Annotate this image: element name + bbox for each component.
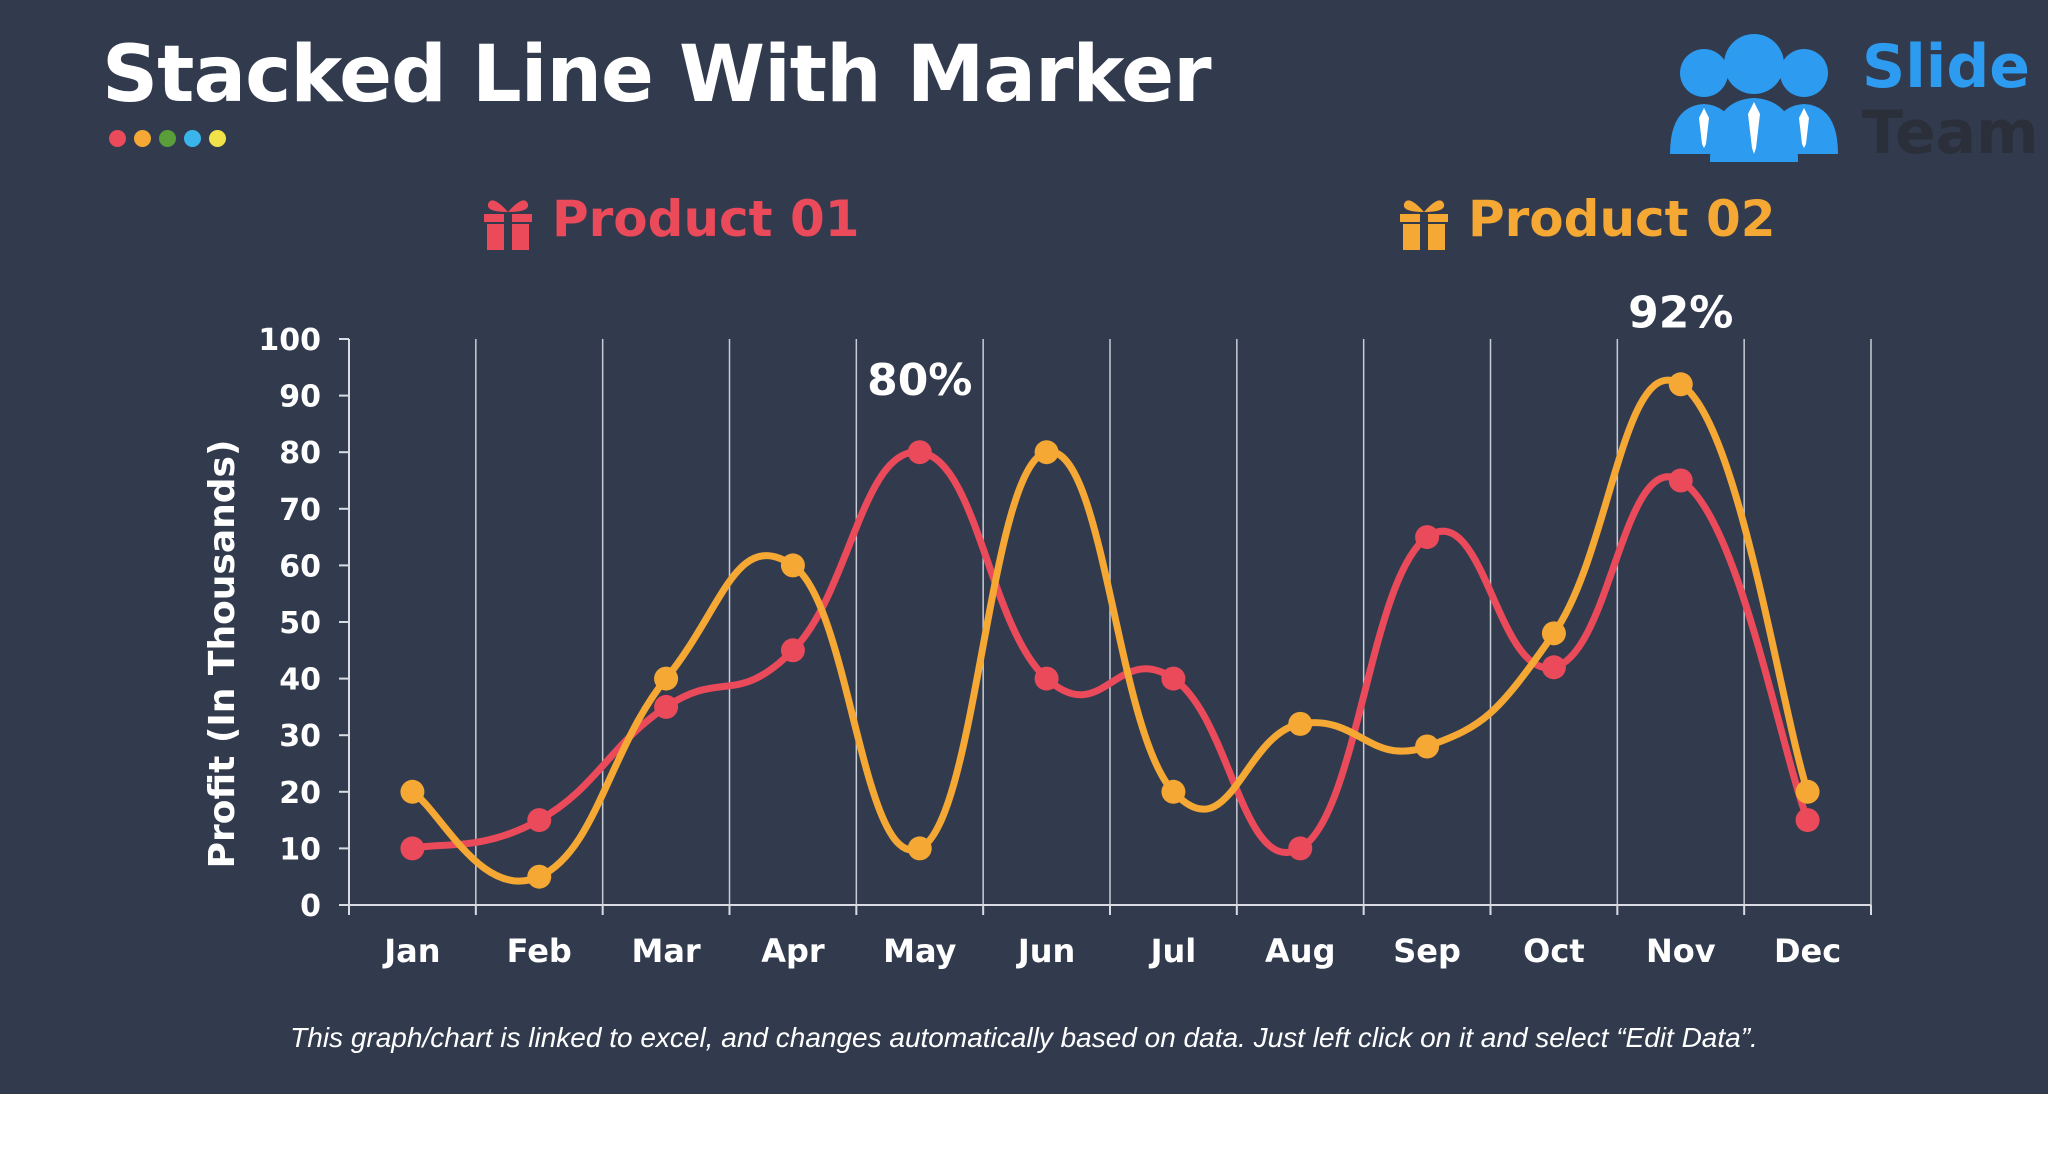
data-point (527, 864, 552, 889)
x-tick-label: Dec (1774, 932, 1841, 970)
x-tick-label: Oct (1523, 932, 1584, 970)
title-dots (109, 130, 234, 150)
data-point (907, 440, 932, 465)
box-icon (1400, 200, 1448, 250)
y-tick-label: 100 (258, 323, 321, 358)
title-dot (109, 130, 126, 147)
data-point (527, 808, 552, 833)
data-point (1288, 711, 1313, 736)
title-dot (134, 130, 151, 147)
data-point (1668, 372, 1693, 397)
data-point (400, 836, 425, 861)
y-tick-label: 40 (279, 663, 321, 698)
data-point (400, 779, 425, 804)
data-label: 80% (867, 355, 972, 406)
y-tick-label: 20 (279, 776, 321, 811)
x-tick-label: Aug (1265, 932, 1335, 970)
y-tick-label: 70 (279, 493, 321, 528)
y-tick-label: 50 (279, 606, 321, 641)
slide-background: Stacked Line With Marker Slide Team Prod… (0, 0, 2048, 1094)
title-dot (159, 130, 176, 147)
x-tick-label: Jun (1016, 932, 1075, 970)
y-tick-label: 60 (279, 549, 321, 584)
legend-label: Product 02 (1468, 190, 1776, 248)
data-point (1415, 525, 1440, 550)
data-point (1795, 808, 1820, 833)
data-point (1415, 734, 1440, 759)
data-point (1288, 836, 1313, 861)
x-tick-label: Jan (382, 932, 440, 970)
data-point (1161, 666, 1186, 691)
data-point (1795, 779, 1820, 804)
data-point (1034, 666, 1059, 691)
x-tick-label: May (883, 932, 956, 970)
y-tick-label: 90 (279, 380, 321, 415)
data-point (1541, 655, 1566, 680)
line-chart: 0 10 20 30 40 50 60 70 80 90 100 Jan Feb Mar Apr May Jun… (202, 287, 1872, 970)
logo-word-team: Team (1862, 98, 2039, 168)
y-tick-label: 80 (279, 436, 321, 471)
x-tick-label: Apr (761, 932, 825, 970)
data-point (907, 836, 932, 861)
x-tick-label: Nov (1646, 932, 1716, 970)
legend-label: Product 01 (552, 190, 860, 248)
logo-word-slide: Slide (1862, 32, 2030, 102)
title-dot (184, 130, 201, 147)
people-icon (1670, 34, 1838, 162)
box-icon (484, 200, 532, 250)
data-point (1668, 468, 1693, 493)
data-label: 92% (1628, 287, 1733, 338)
data-point (780, 638, 805, 663)
data-point (1161, 779, 1186, 804)
x-tick-label: Sep (1393, 932, 1461, 970)
data-point (1034, 440, 1059, 465)
data-point (654, 694, 679, 719)
y-tick-label: 0 (300, 889, 321, 924)
x-tick-label: Jul (1149, 932, 1197, 970)
y-tick-label: 30 (279, 719, 321, 754)
slideteam-logo: Slide Team (1664, 28, 2039, 168)
y-axis-label: Profit (In Thousands) (202, 440, 243, 869)
footnote: This graph/chart is linked to excel, and… (290, 1022, 1758, 1053)
data-point (1541, 621, 1566, 646)
y-tick-label: 10 (279, 832, 321, 867)
title-dot (209, 130, 226, 147)
data-point (780, 553, 805, 578)
slide-title: Stacked Line With Marker (102, 30, 1212, 120)
data-point (654, 666, 679, 691)
x-tick-label: Feb (507, 932, 572, 970)
x-tick-label: Mar (631, 932, 700, 970)
